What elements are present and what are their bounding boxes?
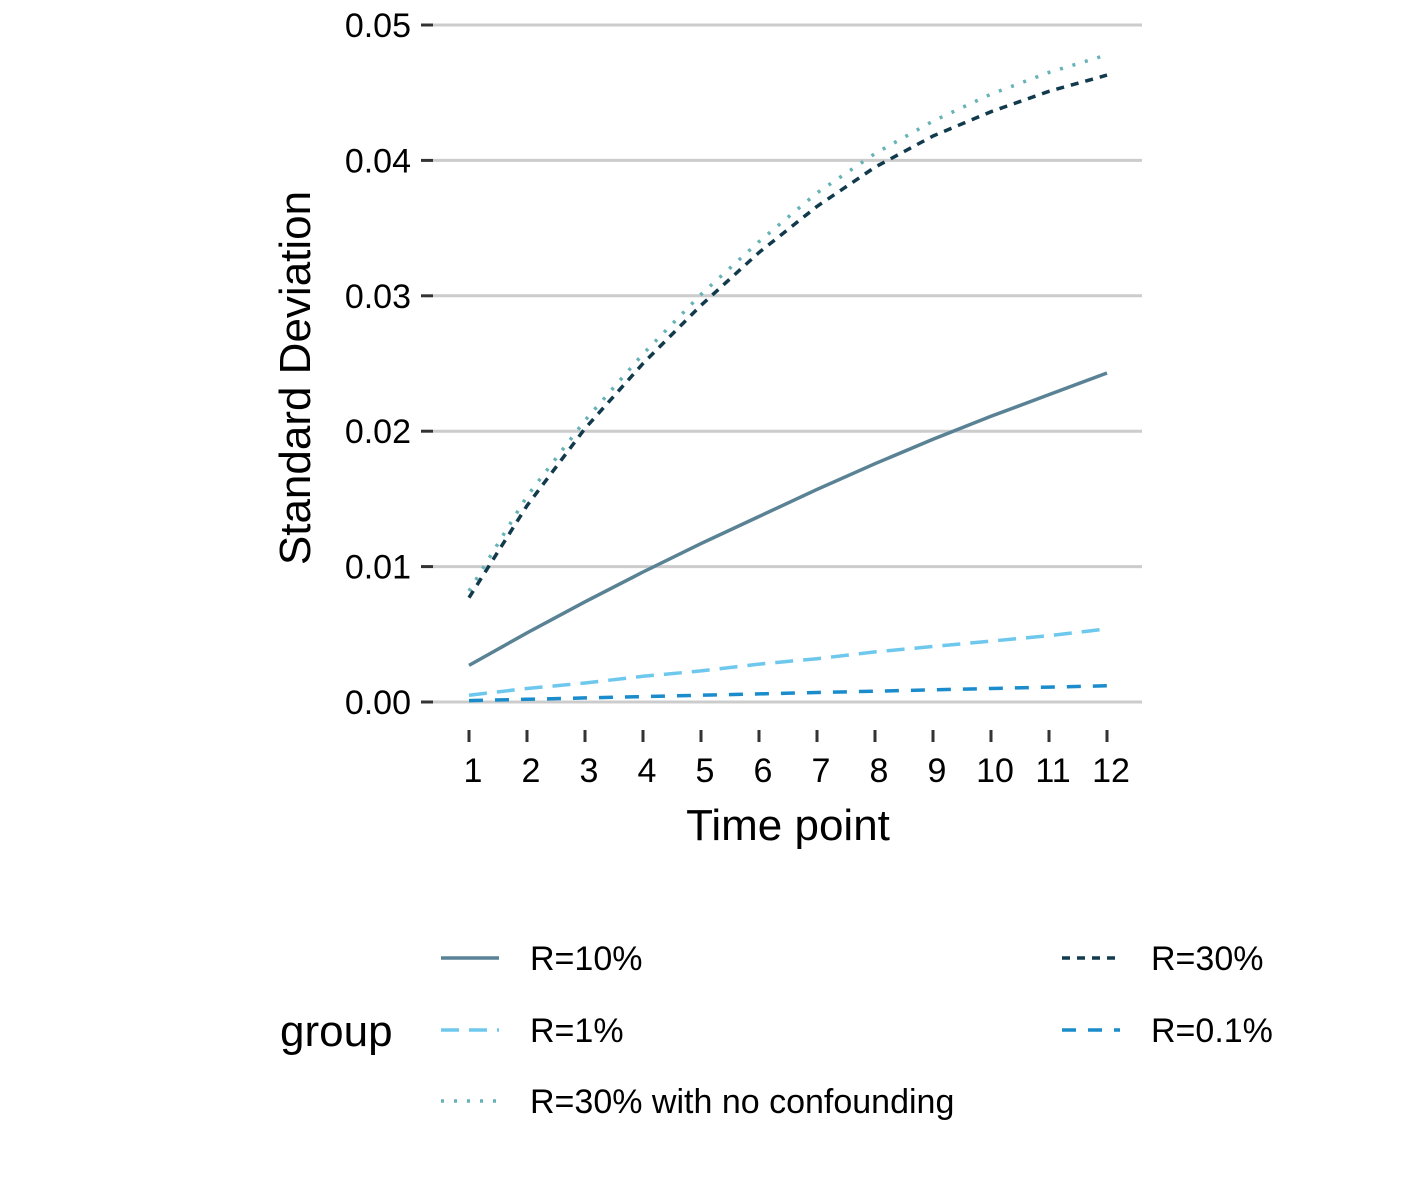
x-axis: 1 2 3 4 5 6 7 8 9 10 11 12 xyxy=(464,730,1130,790)
y-tick-label: 0.04 xyxy=(345,142,411,180)
gridlines xyxy=(433,23,1142,704)
x-tick-label: 9 xyxy=(928,752,947,790)
series-line-r-30-with-no-confounding xyxy=(467,53,1108,592)
y-axis-title: Standard Deviation xyxy=(271,191,320,565)
x-tick-label: 10 xyxy=(976,752,1014,790)
legend-label: R=30% with no confounding xyxy=(530,1083,954,1121)
y-tick-label: 0.05 xyxy=(345,7,411,45)
legend-label: R=1% xyxy=(530,1012,624,1050)
series-line-r-10- xyxy=(468,371,1108,667)
x-tick-label: 2 xyxy=(522,752,541,790)
y-tick-label: 0.00 xyxy=(345,684,411,722)
series-line-r-0-1- xyxy=(468,684,1108,703)
x-tick-label: 5 xyxy=(696,752,715,790)
x-tick-label: 6 xyxy=(754,752,773,790)
x-tick-label: 3 xyxy=(580,752,599,790)
legend-label: R=10% xyxy=(530,940,642,978)
series-line-r-30- xyxy=(467,73,1108,599)
legend-title: group xyxy=(280,1007,393,1056)
legend: group R=10% R=1% R=30% with no confounding… xyxy=(280,940,1273,1121)
x-tick-label: 11 xyxy=(1035,752,1070,790)
x-tick-label: 4 xyxy=(638,752,657,790)
series-line-r-1- xyxy=(468,627,1108,697)
x-tick-label: 8 xyxy=(870,752,889,790)
y-tick-label: 0.02 xyxy=(345,413,411,451)
x-tick-label: 1 xyxy=(464,752,483,790)
y-axis: 0.00 0.01 0.02 0.03 0.04 0.05 xyxy=(345,7,433,722)
legend-label: R=30% xyxy=(1151,940,1263,978)
x-tick-label: 12 xyxy=(1092,752,1130,790)
x-tick-label: 7 xyxy=(812,752,831,790)
legend-label: R=0.1% xyxy=(1151,1012,1273,1050)
x-axis-title: Time point xyxy=(686,801,890,850)
y-tick-label: 0.01 xyxy=(345,549,411,587)
series-lines xyxy=(467,53,1108,703)
y-tick-label: 0.03 xyxy=(345,278,411,316)
